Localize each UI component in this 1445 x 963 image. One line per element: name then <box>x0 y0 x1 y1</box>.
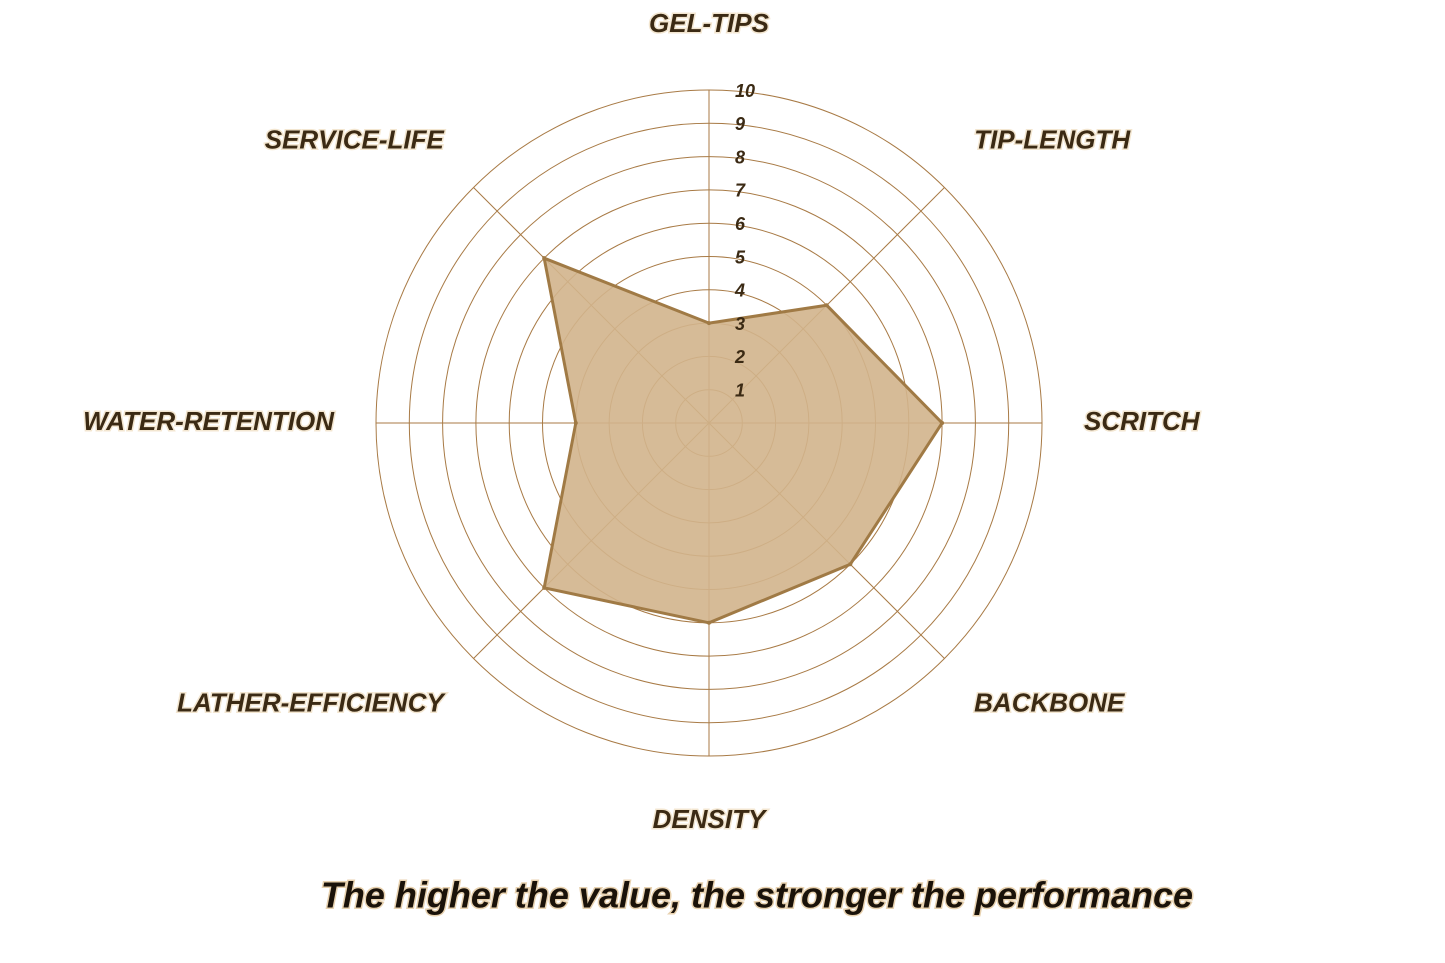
category-label: SERVICE-LIFE <box>265 124 445 154</box>
r-tick-label: 9 <box>735 114 745 134</box>
caption: The higher the value, the stronger the p… <box>321 875 1193 916</box>
category-label: BACKBONE <box>974 687 1125 717</box>
data-point <box>707 321 711 326</box>
category-label: DENSITY <box>653 804 768 834</box>
r-tick-label: 6 <box>735 214 746 234</box>
r-tick-label: 3 <box>735 314 745 334</box>
r-tick-label: 4 <box>734 281 745 301</box>
category-label: TIP-LENGTH <box>974 124 1131 154</box>
data-point <box>940 421 945 425</box>
data-point <box>824 303 829 308</box>
category-label: WATER-RETENTION <box>83 406 335 436</box>
data-point <box>573 421 578 425</box>
r-tick-label: 2 <box>734 347 745 367</box>
r-tick-label: 10 <box>735 81 755 101</box>
r-tick-label: 1 <box>735 380 745 400</box>
r-tick-label: 7 <box>735 181 746 201</box>
data-point <box>542 585 547 590</box>
category-label: SCRITCH <box>1084 406 1201 436</box>
data-point <box>707 620 711 625</box>
r-tick-label: 8 <box>735 147 745 167</box>
data-point <box>542 256 547 261</box>
r-tick-label: 5 <box>735 247 746 267</box>
category-label: LATHER-EFFICIENCY <box>177 687 446 717</box>
category-label: GEL-TIPS <box>649 8 770 38</box>
data-point <box>848 562 853 567</box>
